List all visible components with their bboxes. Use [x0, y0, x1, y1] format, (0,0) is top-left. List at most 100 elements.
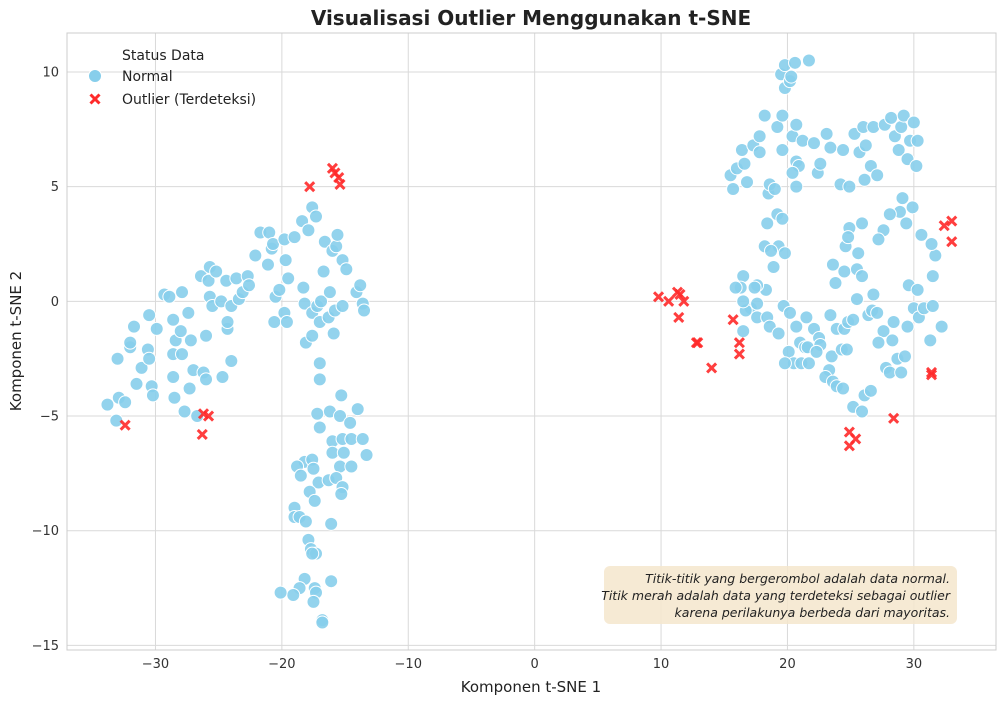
- normal-point: [764, 243, 779, 258]
- normal-point: [785, 165, 800, 180]
- normal-point: [801, 356, 816, 371]
- normal-point: [886, 315, 901, 330]
- legend-title: Status Data: [122, 48, 205, 64]
- normal-point: [750, 296, 765, 311]
- normal-point: [267, 315, 282, 330]
- normal-point: [813, 156, 828, 171]
- normal-point: [305, 546, 320, 561]
- normal-point: [312, 372, 327, 387]
- normal-point: [775, 108, 790, 123]
- normal-point: [923, 333, 938, 348]
- legend-normal-marker: [88, 69, 102, 83]
- normal-point: [891, 142, 906, 157]
- legend-outlier-marker: [89, 93, 101, 105]
- normal-point: [316, 264, 331, 279]
- x-tick-label: 0: [531, 657, 539, 672]
- normal-point: [315, 615, 330, 630]
- normal-point: [142, 308, 157, 323]
- normal-point: [355, 431, 370, 446]
- annotation-line-3: karena perilakunya berbeda dari mayorita…: [675, 605, 950, 620]
- normal-point: [736, 269, 751, 284]
- normal-point: [842, 179, 857, 194]
- outlier-point: [706, 362, 718, 374]
- normal-point: [760, 216, 775, 231]
- normal-point: [126, 319, 141, 334]
- normal-point: [260, 257, 275, 272]
- normal-point: [273, 585, 288, 600]
- normal-point: [173, 324, 188, 339]
- normal-point: [823, 140, 838, 155]
- annotation-box: Titik-titik yang bergerombol adalah data…: [601, 566, 957, 624]
- normal-point: [359, 448, 374, 463]
- normal-point: [870, 305, 885, 320]
- normal-point: [752, 145, 767, 160]
- normal-point: [220, 315, 235, 330]
- normal-point: [863, 383, 878, 398]
- outlier-point: [663, 295, 675, 307]
- normal-point: [215, 370, 230, 385]
- normal-point: [876, 324, 891, 339]
- normal-point: [272, 282, 287, 297]
- normal-point: [841, 230, 856, 245]
- outlier-point: [304, 181, 316, 193]
- normal-point: [882, 207, 897, 222]
- outlier-point: [843, 440, 855, 452]
- normal-point: [129, 376, 144, 391]
- outlier-point: [727, 314, 739, 326]
- normal-point: [914, 227, 929, 242]
- normal-point: [789, 179, 804, 194]
- outlier-point: [938, 220, 950, 232]
- normal-point: [224, 353, 239, 368]
- normal-point: [248, 248, 263, 263]
- normal-point: [858, 138, 873, 153]
- normal-point: [175, 347, 190, 362]
- normal-point: [201, 273, 216, 288]
- normal-point: [895, 191, 910, 206]
- normal-point: [799, 310, 814, 325]
- normal-point: [293, 468, 308, 483]
- normal-point: [870, 168, 885, 183]
- y-tick-label: 10: [42, 65, 59, 80]
- y-tick-label: −10: [32, 524, 59, 539]
- normal-point: [306, 461, 321, 476]
- normal-point: [333, 409, 348, 424]
- normal-point: [767, 181, 782, 196]
- normal-point: [167, 390, 182, 405]
- normal-point: [784, 69, 799, 84]
- normal-point: [335, 298, 350, 313]
- normal-point: [851, 246, 866, 261]
- axes-frame: [66, 32, 997, 651]
- normal-point: [771, 326, 786, 341]
- annotation-line-2: Titik merah adalah data yang terdeteksi …: [601, 588, 951, 603]
- normal-point: [857, 172, 872, 187]
- annotation-background: [604, 566, 957, 624]
- normal-point: [182, 381, 197, 396]
- normal-point: [330, 227, 345, 242]
- normal-point: [177, 404, 192, 419]
- legend-outlier-label: Outlier (Terdeteksi): [122, 92, 256, 108]
- normal-point: [775, 211, 790, 226]
- normal-point: [175, 285, 190, 300]
- normal-point: [839, 342, 854, 357]
- x-axis-label: Komponen t-SNE 1: [461, 678, 601, 696]
- normal-point: [229, 271, 244, 286]
- normal-point: [849, 292, 864, 307]
- normal-point: [777, 356, 792, 371]
- normal-point: [740, 175, 755, 190]
- normal-point: [836, 142, 851, 157]
- normal-point: [819, 126, 834, 141]
- normal-point: [910, 282, 925, 297]
- normal-point: [897, 349, 912, 364]
- normal-point: [307, 493, 322, 508]
- normal-point: [737, 156, 752, 171]
- outlier-point: [203, 410, 215, 422]
- normal-point: [909, 159, 924, 174]
- normal-point: [775, 142, 790, 157]
- normal-point: [894, 365, 909, 380]
- normal-point: [199, 372, 214, 387]
- y-tick-label: −5: [40, 410, 59, 425]
- normal-point: [312, 420, 327, 435]
- normal-point: [145, 388, 160, 403]
- normal-point: [329, 239, 344, 254]
